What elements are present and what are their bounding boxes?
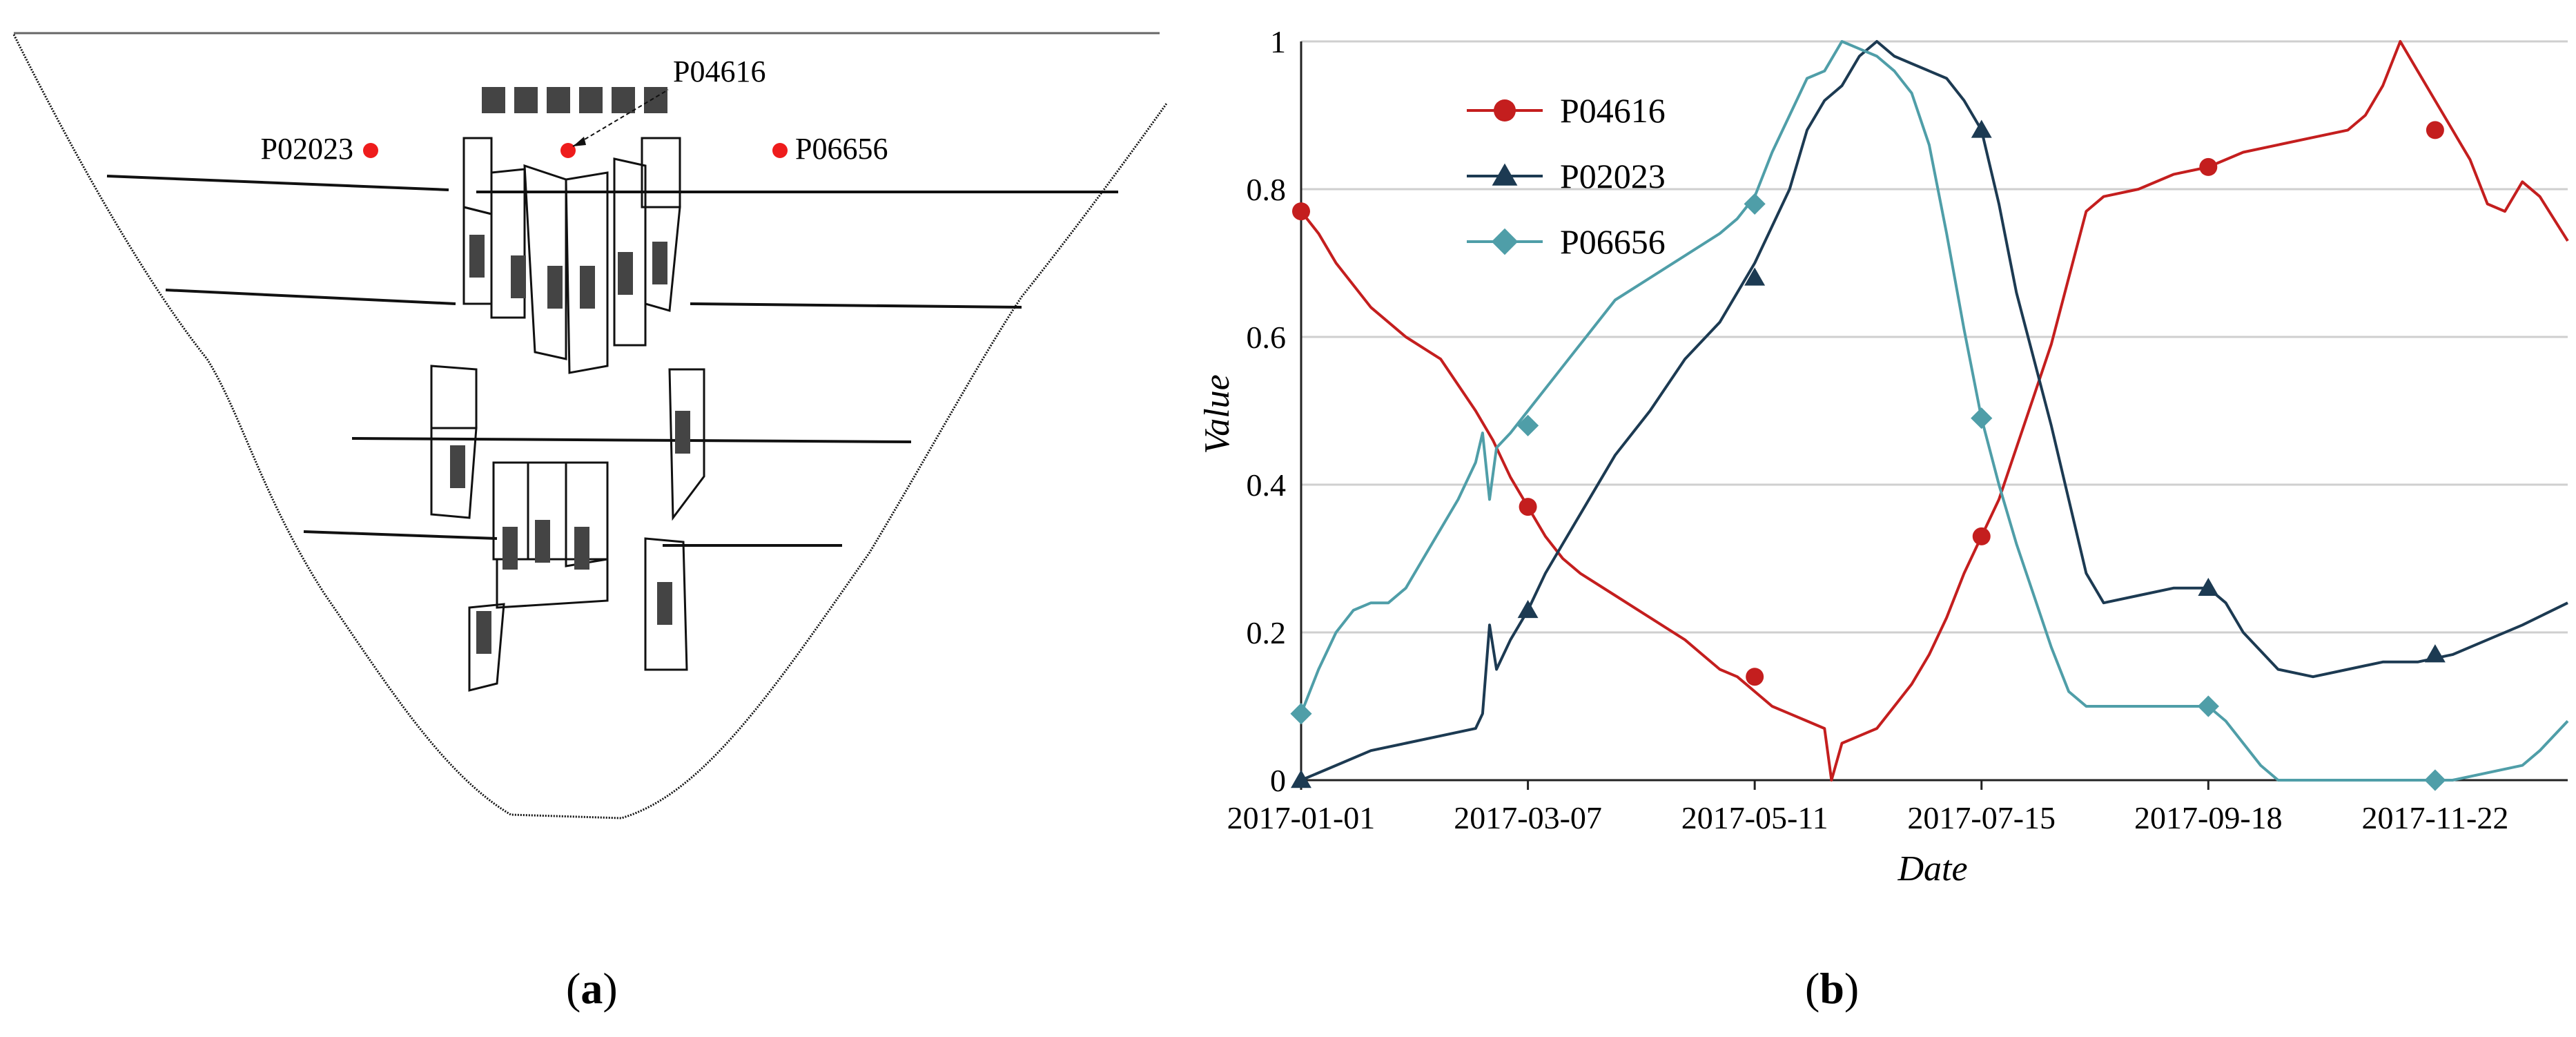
series-line-p06656 bbox=[1300, 40, 2569, 782]
marker-p06656 bbox=[2197, 695, 2219, 717]
series-markers bbox=[1290, 119, 2446, 791]
marker-p02023 bbox=[1971, 119, 1992, 138]
legend-marker-p06656 bbox=[1491, 228, 1519, 255]
measurement-points bbox=[363, 143, 788, 158]
arrowhead-icon bbox=[573, 137, 586, 146]
marker-p04616 bbox=[1519, 498, 1537, 516]
y-tick-label: 0.8 bbox=[1247, 172, 1287, 207]
series-line-p02023 bbox=[1300, 40, 2568, 782]
marker-p04616 bbox=[2426, 121, 2444, 139]
point-p04616 bbox=[560, 143, 576, 158]
gridlines bbox=[1301, 40, 2568, 634]
x-ticks: 2017-01-01 2017-03-07 2017-05-11 2017-07-15… bbox=[1227, 780, 2508, 835]
marker-p02023 bbox=[2198, 577, 2219, 597]
caption-b-letter: b bbox=[1819, 964, 1844, 1013]
caption-a-letter: a bbox=[580, 964, 603, 1013]
x-tick-label: 2017-05-11 bbox=[1681, 800, 1828, 835]
point-p06656 bbox=[772, 143, 788, 158]
label-p06656: P06656 bbox=[795, 132, 888, 166]
legend-marker-p04616 bbox=[1494, 99, 1516, 122]
y-ticks: 0 0.2 0.4 0.6 0.8 1 bbox=[1247, 24, 1287, 798]
legend-label-p06656: P06656 bbox=[1560, 222, 1666, 261]
y-tick-label: 0.4 bbox=[1247, 467, 1287, 503]
caption-a-close: ) bbox=[603, 964, 618, 1013]
middle-chambers bbox=[430, 365, 705, 692]
valley-outline bbox=[12, 34, 1168, 820]
y-tick-label: 0.6 bbox=[1247, 320, 1287, 355]
marker-p04616 bbox=[1746, 668, 1764, 686]
x-axis-title: Date bbox=[1897, 849, 1967, 889]
y-tick-label: 0 bbox=[1270, 763, 1286, 798]
marker-p06656 bbox=[1290, 703, 1312, 725]
marker-p04616 bbox=[2199, 157, 2218, 176]
p04616-leader-line bbox=[572, 89, 669, 147]
marker-p04616 bbox=[1292, 202, 1310, 221]
legend-label-p04616: P04616 bbox=[1560, 91, 1666, 130]
marker-p06656 bbox=[1971, 407, 1993, 429]
x-tick-label: 2017-09-18 bbox=[2134, 800, 2283, 835]
point-p02023 bbox=[363, 143, 378, 158]
marker-p02023 bbox=[1517, 599, 1539, 619]
series-line-p04616 bbox=[1300, 40, 2569, 782]
roadway-lines bbox=[106, 175, 1118, 547]
x-tick-label: 2017-11-22 bbox=[2361, 800, 2508, 835]
label-p04616: P04616 bbox=[673, 55, 765, 88]
panel-b-chart: 00.20.40.60.81 2017-01-01 2017-03-07 2017-… bbox=[1198, 24, 2569, 889]
legend: P04616 P02023 P06656 bbox=[1467, 91, 1666, 261]
marker-p02023 bbox=[1291, 770, 1311, 788]
series-lines bbox=[1300, 40, 2569, 782]
marker-p04616 bbox=[1972, 527, 1991, 545]
marker-p06656 bbox=[1516, 414, 1539, 436]
marker-p02023 bbox=[1744, 267, 1766, 286]
y-tick-label: 0.2 bbox=[1247, 615, 1287, 650]
marker-p02023 bbox=[2424, 644, 2446, 663]
upper-chambers bbox=[462, 137, 681, 374]
caption-a-open: ( bbox=[566, 964, 581, 1013]
legend-marker-p02023 bbox=[1492, 163, 1518, 186]
legend-label-p02023: P02023 bbox=[1560, 157, 1666, 195]
upper-chamber-fills bbox=[469, 235, 667, 309]
panel-a-schematic: P02023 P04616 P06656 bbox=[12, 32, 1168, 820]
caption-b-open: ( bbox=[1805, 964, 1820, 1013]
x-tick-label: 2017-07-15 bbox=[1907, 800, 2056, 835]
caption-a: (a) bbox=[566, 963, 618, 1014]
marker-p06656 bbox=[1744, 193, 1766, 215]
y-axis-title: Value bbox=[1198, 374, 1237, 454]
middle-chamber-fills bbox=[450, 411, 690, 654]
x-tick-label: 2017-03-07 bbox=[1454, 800, 1602, 835]
marker-p06656 bbox=[2424, 769, 2446, 791]
y-tick-label: 1 bbox=[1270, 24, 1286, 59]
borehole-markers bbox=[482, 87, 667, 113]
x-tick-label: 2017-01-01 bbox=[1227, 800, 1376, 835]
label-p02023: P02023 bbox=[261, 132, 353, 166]
caption-b: (b) bbox=[1805, 963, 1859, 1014]
caption-b-close: ) bbox=[1844, 964, 1860, 1013]
